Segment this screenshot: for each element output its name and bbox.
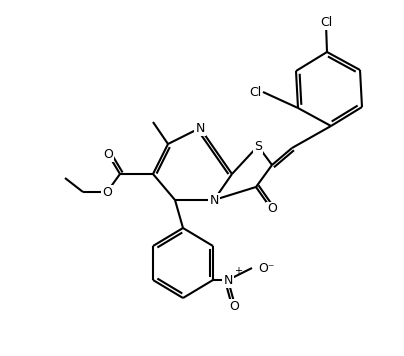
Text: O: O [229, 299, 239, 313]
Text: N: N [195, 121, 205, 135]
Text: O: O [267, 203, 277, 215]
Text: N: N [209, 194, 219, 206]
Text: O⁻: O⁻ [258, 262, 274, 274]
Text: N: N [223, 273, 233, 287]
Text: Cl: Cl [249, 85, 261, 99]
Text: O: O [102, 185, 112, 199]
Text: Cl: Cl [320, 16, 332, 28]
Text: S: S [254, 140, 262, 152]
Text: +: + [234, 266, 242, 276]
Text: O: O [103, 147, 113, 161]
